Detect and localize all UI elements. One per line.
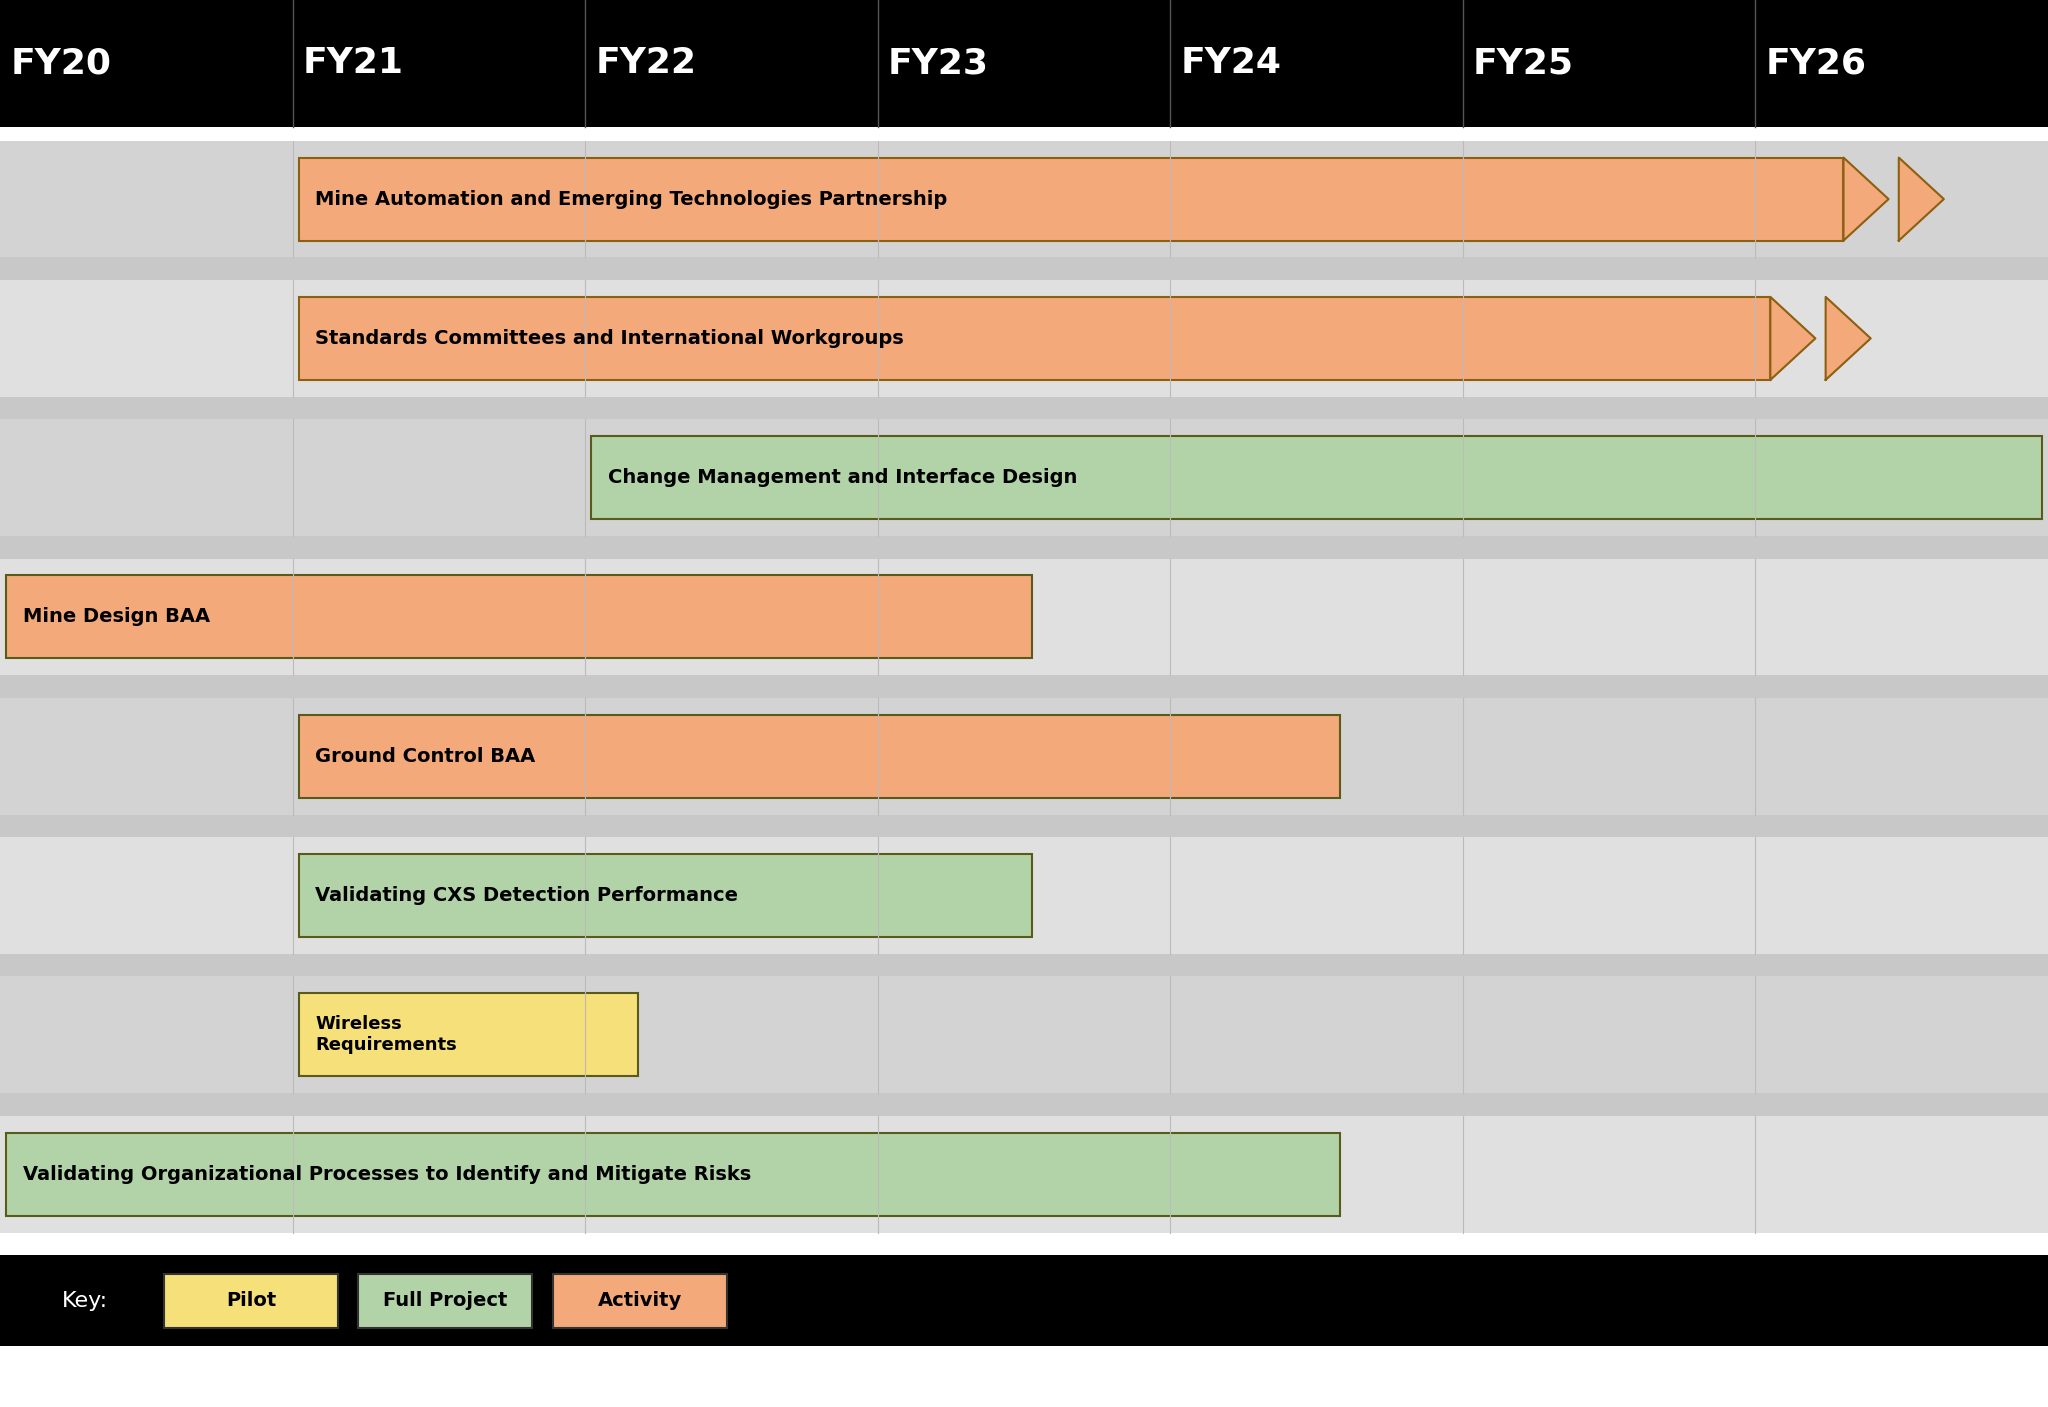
- Text: Validating Organizational Processes to Identify and Mitigate Risks: Validating Organizational Processes to I…: [23, 1165, 752, 1183]
- FancyBboxPatch shape: [358, 1275, 532, 1328]
- Text: Ground Control BAA: Ground Control BAA: [315, 747, 535, 765]
- Polygon shape: [1825, 297, 1870, 380]
- FancyBboxPatch shape: [0, 1255, 2048, 1346]
- FancyBboxPatch shape: [0, 815, 2048, 837]
- Polygon shape: [1769, 297, 1815, 380]
- Text: FY26: FY26: [1765, 46, 1866, 80]
- Text: Key:: Key:: [61, 1290, 109, 1311]
- FancyBboxPatch shape: [0, 141, 2048, 257]
- Text: Pilot: Pilot: [225, 1292, 276, 1310]
- FancyBboxPatch shape: [592, 436, 2042, 519]
- Text: Standards Committees and International Workgroups: Standards Committees and International W…: [315, 329, 903, 348]
- FancyBboxPatch shape: [299, 715, 1339, 798]
- FancyBboxPatch shape: [0, 837, 2048, 954]
- FancyBboxPatch shape: [299, 854, 1032, 937]
- FancyBboxPatch shape: [0, 1093, 2048, 1116]
- Text: Mine Design BAA: Mine Design BAA: [23, 608, 209, 626]
- FancyBboxPatch shape: [299, 158, 1843, 241]
- Text: Change Management and Interface Design: Change Management and Interface Design: [608, 469, 1077, 487]
- FancyBboxPatch shape: [299, 297, 1769, 380]
- FancyBboxPatch shape: [0, 0, 2048, 127]
- FancyBboxPatch shape: [0, 280, 2048, 397]
- Text: FY23: FY23: [889, 46, 989, 80]
- FancyBboxPatch shape: [0, 257, 2048, 280]
- Text: Activity: Activity: [598, 1292, 682, 1310]
- FancyBboxPatch shape: [164, 1275, 338, 1328]
- FancyBboxPatch shape: [553, 1275, 727, 1328]
- Text: Wireless
Requirements: Wireless Requirements: [315, 1016, 457, 1054]
- Text: FY21: FY21: [303, 46, 403, 80]
- FancyBboxPatch shape: [0, 1116, 2048, 1233]
- Text: Mine Automation and Emerging Technologies Partnership: Mine Automation and Emerging Technologie…: [315, 190, 948, 208]
- Polygon shape: [1898, 158, 1944, 241]
- Text: Validating CXS Detection Performance: Validating CXS Detection Performance: [315, 886, 737, 905]
- FancyBboxPatch shape: [0, 559, 2048, 675]
- FancyBboxPatch shape: [0, 397, 2048, 419]
- Text: Full Project: Full Project: [383, 1292, 508, 1310]
- FancyBboxPatch shape: [0, 675, 2048, 698]
- FancyBboxPatch shape: [0, 419, 2048, 536]
- FancyBboxPatch shape: [6, 1133, 1339, 1216]
- FancyBboxPatch shape: [299, 993, 637, 1076]
- FancyBboxPatch shape: [6, 575, 1032, 658]
- Text: FY24: FY24: [1180, 46, 1282, 80]
- FancyBboxPatch shape: [0, 536, 2048, 559]
- FancyBboxPatch shape: [0, 976, 2048, 1093]
- Text: FY25: FY25: [1473, 46, 1575, 80]
- Text: FY22: FY22: [596, 46, 696, 80]
- Polygon shape: [1843, 158, 1888, 241]
- FancyBboxPatch shape: [0, 698, 2048, 815]
- Text: FY20: FY20: [10, 46, 111, 80]
- FancyBboxPatch shape: [0, 954, 2048, 976]
